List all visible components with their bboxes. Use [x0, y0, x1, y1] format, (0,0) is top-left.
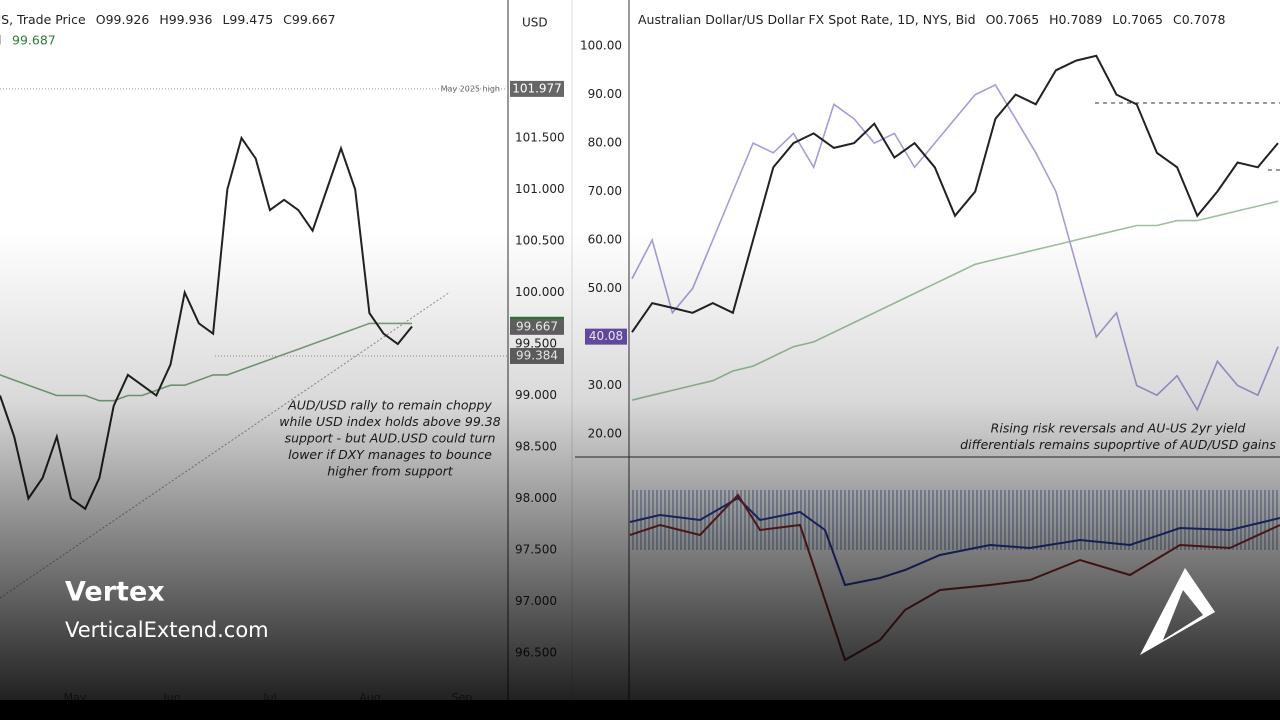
ohlc-value: H99.936 [159, 12, 212, 27]
y-tick-label: 80.00 [588, 136, 622, 150]
bottom-bar [0, 700, 1280, 720]
y-tick-label: 90.00 [588, 87, 622, 101]
ohlc-value: C99.667 [283, 12, 335, 27]
legend-header: US, Trade Price O99.926 H99.936 L99.475 C99.… [0, 12, 336, 27]
y-tick-label: 101.500 [515, 131, 565, 145]
logo [1140, 568, 1215, 655]
sub-value: 99.687 [12, 33, 56, 48]
ohlc-value: C0.7078 [1173, 12, 1226, 27]
ohlc-value: L0.7065 [1112, 12, 1163, 27]
symbol: US, Trade Price [0, 12, 86, 27]
symbol: Australian Dollar/US Dollar FX Spot Rate… [638, 12, 976, 27]
ohlc-value: O99.926 [96, 12, 150, 27]
y-tick-label: 70.00 [588, 184, 622, 198]
ohlc-value: O0.7065 [986, 12, 1040, 27]
site: VerticalExtend.com [65, 618, 269, 642]
price-tag-label: 101.977 [512, 81, 562, 95]
axis-label: USD [522, 16, 548, 30]
ohlc-value: H0.7089 [1049, 12, 1102, 27]
price-tag [510, 80, 564, 97]
fade-overlay [0, 230, 1280, 720]
y-tick-label: 100.00 [580, 39, 622, 53]
y-tick-label: 101.000 [515, 182, 565, 196]
ohlc-value: L99.475 [222, 12, 273, 27]
sub-label: l [0, 33, 1, 48]
brand: Vertex [65, 577, 165, 608]
level-note: May 2025 high [441, 84, 500, 93]
legend-header: Australian Dollar/US Dollar FX Spot Rate… [638, 12, 1226, 27]
